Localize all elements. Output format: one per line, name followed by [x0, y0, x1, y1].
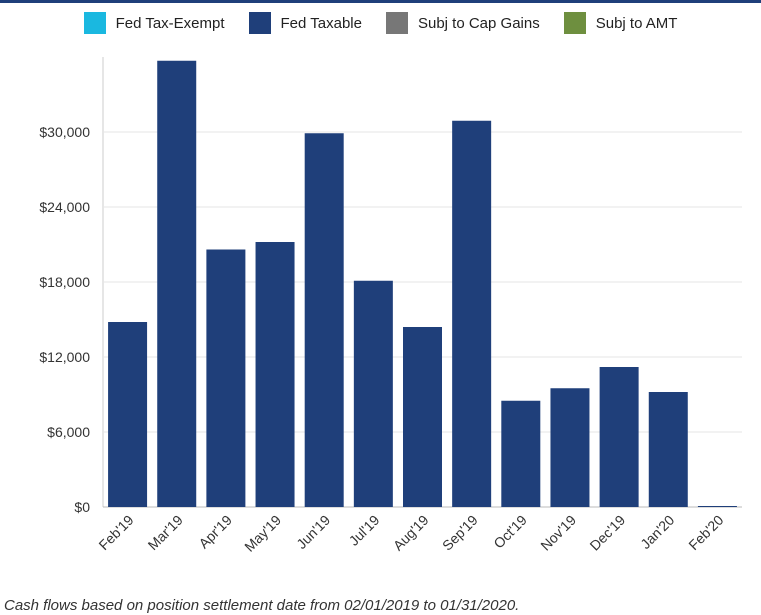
legend: Fed Tax-Exempt Fed Taxable Subj to Cap G… [0, 12, 761, 34]
x-tick-label: Mar'19 [145, 512, 186, 553]
bar [599, 367, 639, 507]
x-tick-label: Sep'19 [439, 512, 481, 554]
y-tick-label: $12,000 [39, 349, 90, 365]
bar [353, 280, 393, 507]
legend-swatch-fed-taxable [248, 12, 271, 34]
legend-item-fed-tax-exempt[interactable]: Fed Tax-Exempt [83, 12, 225, 34]
x-tick-label: Jan'20 [637, 512, 677, 552]
x-tick-label: Jun'19 [293, 512, 333, 552]
x-tick-label: Oct'19 [490, 512, 530, 552]
bar [108, 322, 148, 507]
x-tick-label: Feb'19 [95, 512, 136, 553]
bar [501, 400, 541, 507]
legend-item-subj-to-cap-gains[interactable]: Subj to Cap Gains [385, 12, 540, 34]
y-tick-label: $30,000 [39, 124, 90, 140]
x-tick-label: Apr'19 [195, 512, 235, 552]
legend-item-fed-taxable[interactable]: Fed Taxable [248, 12, 362, 34]
legend-label-fed-taxable: Fed Taxable [280, 14, 362, 32]
bar [452, 120, 492, 507]
legend-swatch-subj-to-amt [563, 12, 586, 34]
bar [403, 327, 442, 507]
x-tick-label: Aug'19 [390, 512, 432, 554]
y-tick-label: $6,000 [47, 424, 90, 440]
bar [206, 249, 246, 507]
x-tick-label: Dec'19 [586, 512, 628, 554]
bar [157, 60, 197, 507]
y-tick-label: $18,000 [39, 274, 90, 290]
y-tick-label: $24,000 [39, 199, 90, 215]
legend-swatch-fed-tax-exempt [83, 12, 106, 34]
x-tick-label: May'19 [241, 512, 284, 555]
bar-chart: $0 $6,000 $12,000 $18,000 $24,000 $30,000 Feb'… [39, 57, 742, 555]
x-tick-label: Feb'20 [685, 512, 726, 553]
y-tick-label: $0 [74, 499, 90, 515]
legend-swatch-subj-to-cap-gains [385, 12, 408, 34]
legend-item-subj-to-amt[interactable]: Subj to AMT [563, 12, 678, 34]
x-tick-label: Nov'19 [537, 512, 579, 554]
bar [255, 242, 295, 507]
top-rule [0, 0, 761, 3]
bar [550, 388, 590, 507]
legend-label-subj-to-amt: Subj to AMT [595, 14, 678, 32]
bar [304, 133, 344, 507]
bar [648, 392, 688, 507]
x-tick-label: Jul'19 [346, 512, 383, 549]
legend-label-subj-to-cap-gains: Subj to Cap Gains [417, 14, 540, 32]
legend-label-fed-tax-exempt: Fed Tax-Exempt [115, 14, 225, 32]
footnote: Cash flows based on position settlement … [4, 597, 520, 614]
bar [697, 506, 737, 507]
